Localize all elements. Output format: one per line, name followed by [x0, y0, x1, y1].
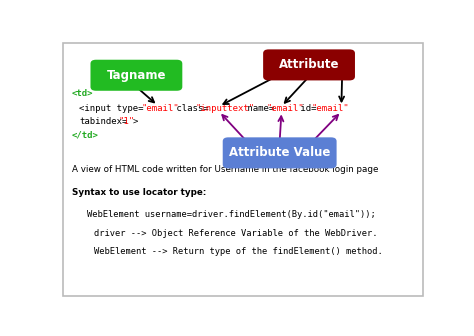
Text: </td>: </td> — [72, 130, 99, 139]
Text: id=: id= — [295, 104, 317, 113]
FancyBboxPatch shape — [63, 43, 423, 296]
Text: "inputtext": "inputtext" — [196, 104, 255, 113]
FancyBboxPatch shape — [223, 137, 337, 168]
Text: Attribute Value: Attribute Value — [229, 146, 330, 159]
Text: tabindex=: tabindex= — [80, 117, 128, 126]
Text: A view of HTML code written for Username in the facebook login page: A view of HTML code written for Username… — [72, 165, 378, 174]
Text: Tagname: Tagname — [107, 69, 166, 82]
Text: "email": "email" — [142, 104, 180, 113]
Text: >: > — [133, 117, 138, 126]
Text: <input type=: <input type= — [80, 104, 144, 113]
Text: "email": "email" — [312, 104, 350, 113]
Text: "1": "1" — [118, 117, 134, 126]
Text: <td>: <td> — [72, 89, 93, 98]
Text: Syntax to use locator type:: Syntax to use locator type: — [72, 188, 207, 198]
FancyBboxPatch shape — [263, 49, 355, 80]
Text: class=: class= — [171, 104, 209, 113]
Text: Attribute: Attribute — [279, 58, 339, 71]
Text: driver --> Object Reference Variable of the WebDriver.: driver --> Object Reference Variable of … — [94, 228, 378, 238]
FancyBboxPatch shape — [91, 60, 182, 91]
Text: "email": "email" — [266, 104, 304, 113]
Text: WebElement username=driver.findElement(By.id("email"));: WebElement username=driver.findElement(B… — [87, 210, 375, 219]
Text: WebElement --> Return type of the findElement() method.: WebElement --> Return type of the findEl… — [94, 247, 383, 256]
Text: name=: name= — [242, 104, 274, 113]
